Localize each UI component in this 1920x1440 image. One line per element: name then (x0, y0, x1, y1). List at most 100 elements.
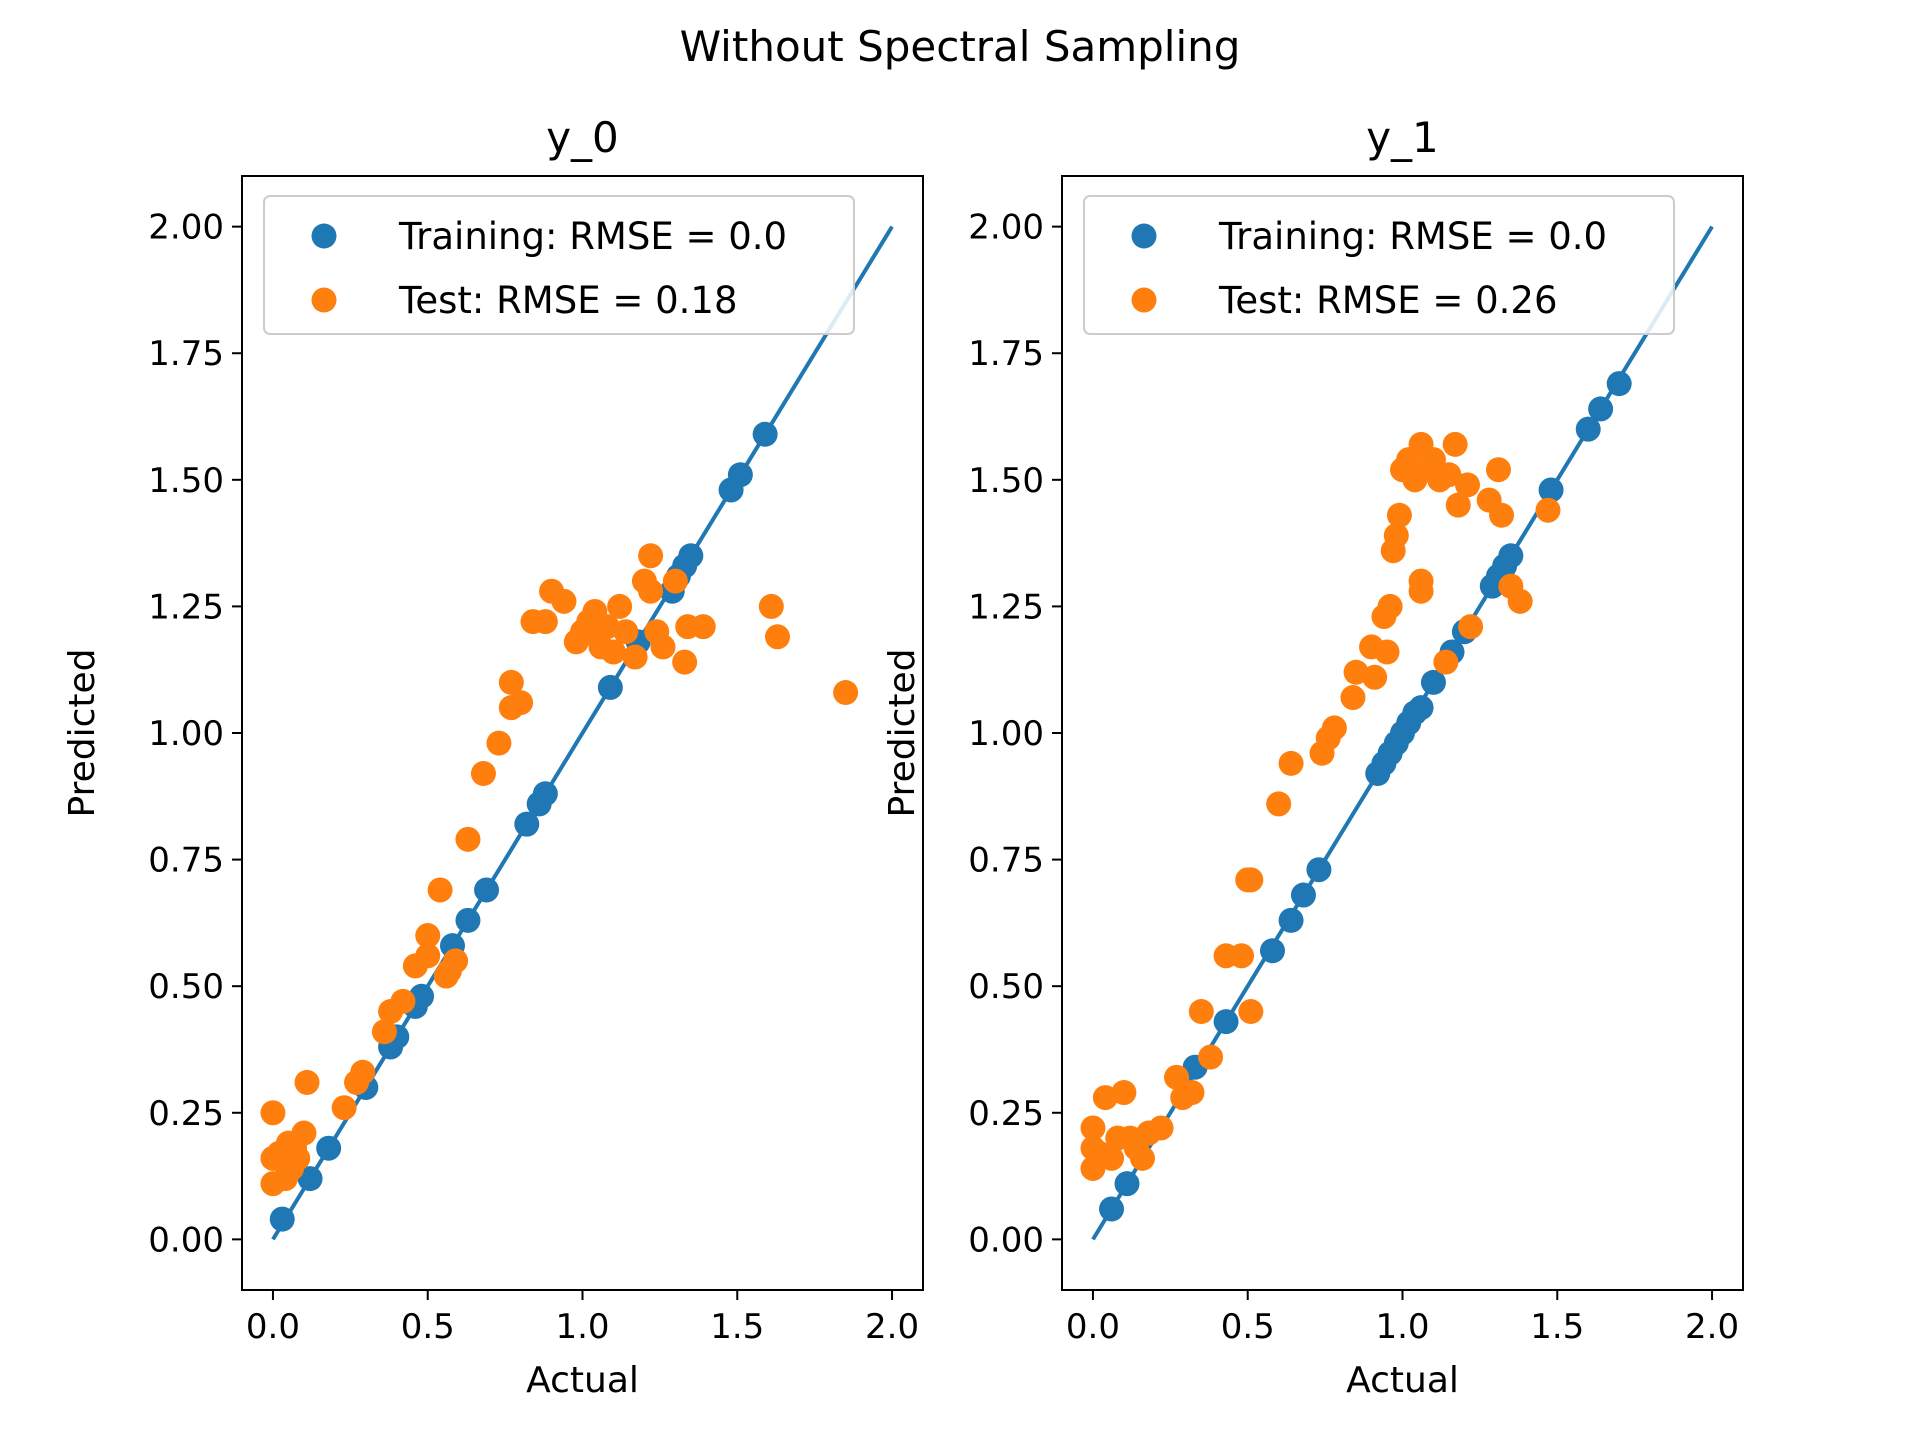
training-point (316, 1135, 342, 1161)
training-point (1538, 477, 1564, 503)
test-point (1489, 502, 1515, 528)
test-point (758, 593, 784, 619)
training-point (514, 811, 540, 837)
training-point (1290, 882, 1316, 908)
test-point (1374, 639, 1400, 665)
training-point (752, 421, 778, 447)
legend-box (1083, 195, 1675, 335)
legend-label: Test: RMSE = 0.26 (1218, 279, 1558, 322)
test-point (1507, 588, 1533, 614)
x-tick-label: 1.5 (1530, 1307, 1584, 1347)
training-point (532, 781, 558, 807)
test-point (508, 690, 534, 716)
training-point (678, 543, 704, 569)
training-point (1498, 543, 1524, 569)
test-point (607, 593, 633, 619)
test-point (833, 679, 859, 705)
test-point (1362, 664, 1388, 690)
training-point (297, 1166, 323, 1192)
x-tick-label: 0.5 (1221, 1307, 1275, 1347)
y-tick-label: 0.00 (968, 1220, 1044, 1260)
test-point (1266, 791, 1292, 817)
y-tick-label: 2.00 (148, 208, 224, 248)
y-tick-label: 2.00 (968, 208, 1044, 248)
test-point (1420, 447, 1446, 473)
test-point (1198, 1044, 1224, 1070)
test-point (1188, 999, 1214, 1024)
test-point (1433, 649, 1459, 675)
test-point (390, 988, 416, 1014)
test-point (551, 588, 577, 614)
test-point (1377, 593, 1403, 619)
y-tick-label: 1.00 (968, 714, 1044, 754)
y-tick-label: 0.00 (148, 1220, 224, 1260)
test-point (371, 1019, 397, 1045)
x-tick-label: 0.0 (246, 1307, 300, 1347)
training-point (1099, 1196, 1125, 1222)
test-point (1321, 715, 1347, 741)
x-tick-label: 0.5 (401, 1307, 455, 1347)
panel-title: y_1 (1366, 113, 1439, 162)
test-point (294, 1069, 320, 1095)
training-point (1606, 371, 1632, 397)
legend-marker-training (1131, 223, 1157, 249)
x-tick-label: 1.5 (710, 1307, 764, 1347)
y-tick-label: 0.75 (148, 841, 224, 881)
y-tick-label: 0.50 (968, 967, 1044, 1007)
test-point (1278, 750, 1304, 776)
test-point (1164, 1064, 1190, 1090)
legend-marker-test (311, 287, 337, 313)
legend-marker-training (311, 223, 337, 249)
x-axis-label: Actual (526, 1360, 639, 1401)
y-tick-label: 1.25 (148, 587, 224, 627)
training-point (727, 462, 753, 488)
test-point (662, 568, 688, 594)
test-point (1179, 1080, 1205, 1106)
test-point (285, 1145, 311, 1171)
training-point (1306, 857, 1332, 883)
test-point (600, 639, 626, 665)
training-point (1278, 907, 1304, 933)
test-point (1238, 999, 1264, 1024)
legend-label: Training: RMSE = 0.0 (398, 215, 787, 258)
training-point (269, 1206, 295, 1232)
test-point (486, 730, 512, 756)
legend: Training: RMSE = 0.0 Test: RMSE = 0.18 (263, 195, 855, 335)
axes-frame (241, 175, 924, 1291)
legend: Training: RMSE = 0.0 Test: RMSE = 0.26 (1083, 195, 1675, 335)
y-tick-label: 1.25 (968, 587, 1044, 627)
test-point (291, 1120, 317, 1146)
y-tick-label: 0.50 (148, 967, 224, 1007)
test-point (1340, 685, 1366, 711)
y-tick-label: 1.75 (148, 334, 224, 374)
y-tick-label: 0.25 (968, 1094, 1044, 1134)
y-tick-label: 1.75 (968, 334, 1044, 374)
test-point (427, 877, 453, 903)
test-point (1455, 472, 1481, 498)
legend-marker-test (1131, 287, 1157, 313)
test-point (1129, 1145, 1155, 1171)
test-point (350, 1059, 376, 1085)
test-point (765, 624, 791, 650)
test-point (1386, 502, 1412, 528)
training-point (474, 877, 500, 903)
panel-title: y_0 (546, 113, 619, 162)
y-axis-label: Predicted (882, 649, 923, 818)
subplot-y1: y_1 0.0 0.5 1.0 1.5 2.0 0.00 0.25 0.50 0.75 1.00 1.… (882, 113, 1744, 1401)
test-point (650, 634, 676, 660)
reference-line (271, 225, 894, 1241)
y-tick-label: 1.00 (148, 714, 224, 754)
test-point (672, 649, 698, 675)
test-point (638, 543, 664, 569)
test-point (1080, 1115, 1106, 1141)
test-point (470, 761, 496, 787)
test-point (1436, 462, 1462, 488)
training-point (597, 674, 623, 700)
test-point (331, 1095, 357, 1121)
test-point (1111, 1080, 1137, 1106)
training-point (1114, 1171, 1140, 1197)
test-point (1442, 431, 1468, 457)
test-point (1229, 943, 1255, 969)
training-point (1575, 416, 1601, 442)
